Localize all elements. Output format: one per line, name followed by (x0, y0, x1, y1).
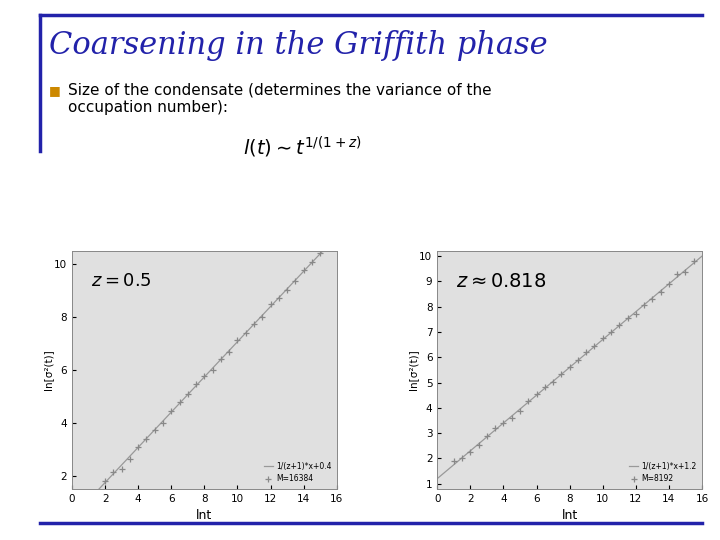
Text: Size of the condensate (determines the variance of the: Size of the condensate (determines the v… (68, 83, 492, 98)
Text: ■: ■ (49, 84, 60, 97)
X-axis label: lnt: lnt (197, 509, 212, 522)
Y-axis label: ln[σ²(t)]: ln[σ²(t)] (42, 349, 53, 390)
Text: Coarsening in the Griffith phase: Coarsening in the Griffith phase (49, 30, 548, 60)
Text: $z = 0.5$: $z = 0.5$ (91, 273, 151, 291)
Text: occupation number):: occupation number): (68, 100, 228, 116)
Text: $z \approx 0.818$: $z \approx 0.818$ (456, 273, 546, 292)
Legend: 1/(z+1)*x+1.2, M=8192: 1/(z+1)*x+1.2, M=8192 (628, 460, 698, 485)
Y-axis label: ln[σ²(t)]: ln[σ²(t)] (408, 349, 418, 390)
X-axis label: lnt: lnt (562, 509, 577, 522)
Text: $l(t) \sim t^{1/(1+z)}$: $l(t) \sim t^{1/(1+z)}$ (243, 135, 361, 160)
Legend: 1/(z+1)*x+0.4, M=16384: 1/(z+1)*x+0.4, M=16384 (262, 460, 333, 485)
